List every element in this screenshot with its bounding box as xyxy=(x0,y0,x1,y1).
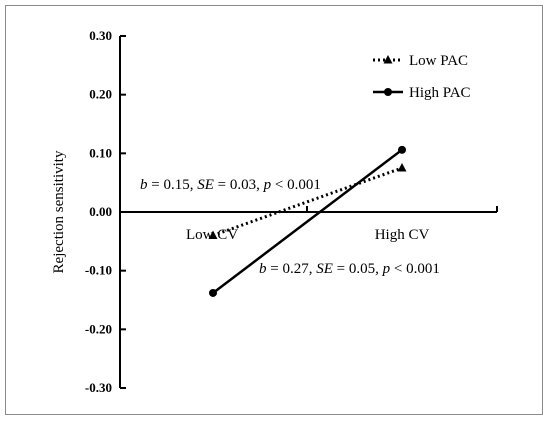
annotation-part: = 0.27, xyxy=(267,261,317,277)
slope-annotation-low-pac: b = 0.15, SE = 0.03, p < 0.001 xyxy=(140,177,321,193)
annotation-part: = 0.05, xyxy=(333,261,383,277)
y-tick-label: 0.30 xyxy=(89,28,112,43)
annotation-part: p xyxy=(382,261,391,277)
y-tick-label: 0.00 xyxy=(89,204,112,219)
annotation-part: b xyxy=(259,261,267,277)
legend-marker-triangle xyxy=(383,55,393,64)
annotation-part: < 0.001 xyxy=(390,261,440,277)
axes: 0.30 0.20 0.10 0.00 -0.10 -0.20 -0.30 Rejection… xyxy=(51,28,498,395)
annotation-part: = 0.03, xyxy=(214,177,264,193)
annotation-part: b xyxy=(140,177,148,193)
series-layer xyxy=(208,145,407,297)
chart-frame xyxy=(5,5,543,415)
annotation-part: SE xyxy=(316,261,333,277)
data-point-low-pac xyxy=(397,163,407,172)
y-tick-label: -0.20 xyxy=(85,321,112,336)
legend-label-high-pac: High PAC xyxy=(409,85,471,101)
y-tick-label: -0.30 xyxy=(85,380,112,395)
y-axis-title: Rejection sensitivity xyxy=(51,150,67,273)
data-point-low-pac xyxy=(208,230,218,239)
annotation-part: SE xyxy=(197,177,214,193)
annotation-part: p xyxy=(263,177,272,193)
legend: Low PAC High PAC xyxy=(373,53,471,101)
y-tick-label: -0.10 xyxy=(85,263,112,278)
series-line-high-pac xyxy=(212,148,403,294)
legend-marker-circle xyxy=(384,88,392,96)
y-tick-label: 0.20 xyxy=(89,87,112,102)
data-point-high-pac xyxy=(398,145,406,154)
x-category-label: Low CV xyxy=(186,227,238,243)
x-category-label: High CV xyxy=(375,227,430,243)
slope-annotation-high-pac: b = 0.27, SE = 0.05, p < 0.001 xyxy=(259,261,440,277)
legend-label-low-pac: Low PAC xyxy=(409,53,468,69)
y-tick-label: 0.10 xyxy=(89,145,112,160)
labels-layer: Low CV High CV b = 0.15, SE = 0.03, p < 0.… xyxy=(140,177,440,277)
annotation-part: < 0.001 xyxy=(271,177,321,193)
series-line-low-pac xyxy=(212,166,403,237)
data-point-high-pac xyxy=(209,288,217,297)
annotation-part: = 0.15, xyxy=(148,177,198,193)
